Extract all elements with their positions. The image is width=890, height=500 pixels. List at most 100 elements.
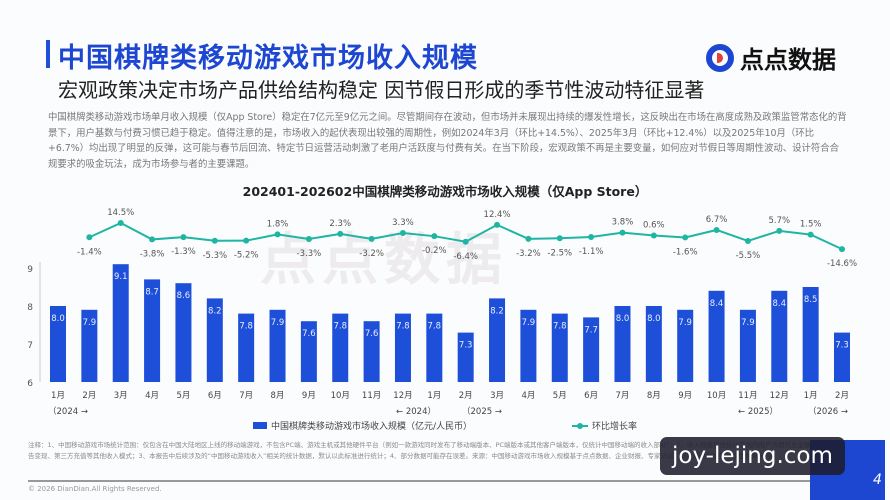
x-tick-label: 3月 (490, 391, 504, 401)
year-label: ← 2024） (396, 406, 436, 417)
page-subtitle: 宏观政策决定市场产品供给结构稳定 因节假日形成的季节性波动特征显著 (58, 78, 705, 102)
growth-point (431, 233, 438, 240)
bar (645, 306, 662, 382)
bar (363, 321, 380, 382)
bar-value-label: 8.2 (490, 306, 504, 316)
growth-point (399, 230, 406, 237)
logo-text: 点点数据 (740, 46, 836, 74)
x-tick-label: 2月 (835, 391, 849, 401)
growth-point (462, 238, 469, 245)
chart-title: 202401-202602中国棋牌类移动游戏市场收入规模（仅App Store） (242, 184, 648, 199)
x-tick-label: 9月 (302, 391, 316, 401)
bar-value-label: 8.4 (710, 299, 724, 309)
x-tick-label: 8月 (271, 391, 285, 401)
bar-value-label: 7.6 (302, 329, 316, 339)
bar-value-label: 8.4 (773, 299, 787, 309)
bar-value-label: 8.6 (177, 291, 191, 301)
bar-value-label: 8.0 (647, 314, 661, 324)
bar (708, 290, 725, 382)
legend-label-growth: 环比增长率 (592, 422, 638, 432)
bar-value-label: 8.7 (145, 287, 159, 297)
x-tick-label: 1月 (804, 391, 818, 401)
bar (144, 279, 161, 382)
bar-value-label: 8.0 (616, 314, 630, 324)
legend-bar-swatch (252, 422, 267, 429)
legend-item-revenue: 中国棋牌类移动游戏市场收入规模（亿元/人民币） (252, 419, 472, 432)
page-title: 中国棋牌类移动游戏市场收入规模 (58, 43, 478, 74)
growth-value-label: 3.8% (612, 218, 634, 228)
growth-value-label: 1.8% (267, 219, 289, 229)
growth-point (305, 235, 312, 242)
bar (81, 309, 98, 382)
bar-value-label: 7.8 (333, 322, 347, 332)
growth-value-label: -5.5% (736, 251, 761, 261)
growth-value-label: 1.5% (800, 220, 822, 230)
growth-point (556, 235, 563, 242)
growth-point (368, 235, 375, 242)
x-tick-label: 3月 (114, 391, 128, 401)
growth-value-label: -3.2% (516, 249, 541, 259)
x-tick-label: 1月 (427, 391, 441, 401)
bar-value-label: 7.8 (396, 322, 410, 332)
growth-point (713, 226, 720, 233)
growth-value-label: -2.5% (547, 248, 572, 258)
bar-value-label: 7.9 (271, 318, 285, 328)
growth-value-label: 2.3% (329, 219, 351, 229)
copyright: © 2026 DianDian.All Rights Reserved. (28, 485, 162, 493)
year-label: （2025 → (462, 406, 502, 417)
growth-value-label: 0.6% (643, 220, 665, 230)
x-tick-label: 12月 (393, 391, 412, 401)
year-label: ← 2025） (738, 406, 778, 417)
x-tick-label: 9月 (678, 391, 692, 401)
year-label: （2026 → (808, 406, 848, 417)
x-tick-label: 5月 (176, 391, 190, 401)
growth-value-label: -3.8% (140, 249, 165, 259)
bar-value-label: 7.8 (239, 322, 253, 332)
growth-value-label: -1.4% (77, 247, 102, 257)
bar-value-label: 7.8 (553, 322, 567, 332)
legend: 中国棋牌类移动游戏市场收入规模（亿元/人民币） 环比增长率 (0, 419, 890, 432)
growth-value-label: -0.2% (422, 246, 447, 256)
x-tick-label: 11月 (738, 391, 757, 401)
bar (771, 290, 788, 382)
growth-point (86, 234, 93, 241)
bar (394, 313, 411, 382)
x-tick-label: 4月 (145, 391, 159, 401)
summary-paragraph: 中国棋牌类移动游戏市场单月收入规模（仅App Store）稳定在7亿元至9亿元之… (48, 112, 847, 170)
title-accent-bar (46, 40, 50, 68)
x-tick-label: 5月 (553, 391, 567, 401)
growth-value-label: -3.3% (297, 249, 322, 259)
growth-value-label: 12.4% (484, 210, 511, 220)
growth-point (744, 237, 751, 244)
x-tick-label: 2月 (459, 391, 473, 401)
y-tick-label: 7 (27, 341, 33, 351)
growth-point (776, 227, 783, 234)
bar (489, 298, 506, 382)
bar (206, 298, 223, 382)
bar-value-label: 8.2 (208, 306, 222, 316)
legend-item-growth: 环比增长率 (572, 419, 637, 432)
growth-point (274, 231, 281, 238)
bar-value-label: 7.9 (83, 318, 97, 328)
x-tick-label: 7月 (239, 391, 253, 401)
y-tick-label: 6 (27, 379, 33, 389)
footer-divider (28, 480, 830, 482)
growth-value-label: -1.6% (673, 247, 698, 257)
y-tick-label: 8 (27, 303, 33, 313)
growth-value-label: -5.2% (234, 251, 259, 261)
bar-value-label: 7.8 (428, 322, 442, 332)
growth-value-label: -14.6% (827, 259, 857, 269)
growth-value-label: -3.2% (359, 249, 384, 259)
site-watermark: joy-lejing.com (660, 437, 845, 475)
bar (112, 264, 129, 382)
logo: 点点数据 (706, 40, 836, 75)
growth-value-label: -6.4% (453, 252, 478, 262)
bar (269, 309, 286, 382)
bar (834, 332, 850, 382)
x-tick-label: 8月 (647, 391, 661, 401)
x-tick-label: 1月 (51, 391, 65, 401)
x-tick-label: 10月 (707, 391, 726, 401)
growth-point (243, 237, 250, 244)
growth-point (650, 232, 657, 239)
